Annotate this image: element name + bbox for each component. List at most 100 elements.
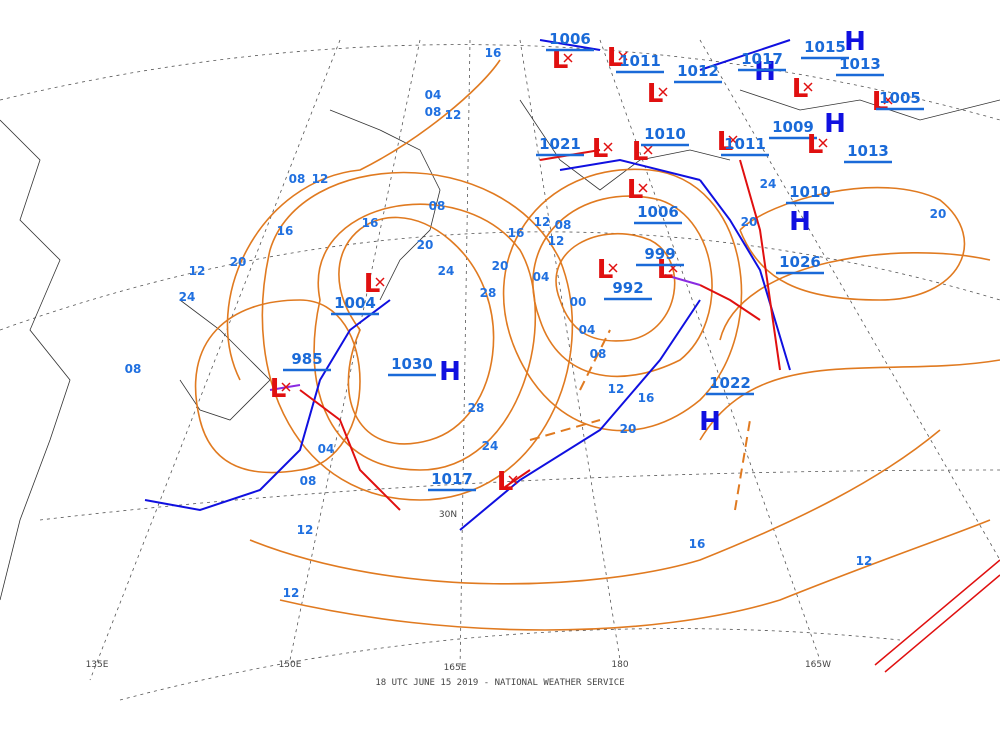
pressure-value: 1026 [779,253,821,271]
isobar-label: 08 [125,362,142,376]
pressure-value: 999 [644,245,675,263]
graticule [0,39,1000,701]
coastlines [0,89,1000,601]
pressure-value: 1022 [709,374,751,392]
isobar-label: 12 [297,523,314,537]
pressure-value: 1011 [619,52,661,70]
pressure-value: 1010 [644,125,686,143]
pressure-value: 1005 [879,89,921,107]
isobar-label: 08 [300,474,317,488]
isobar-label: 00 [570,295,587,309]
low-cross [728,135,738,145]
low-symbol: L [592,134,609,164]
pressure-value: 1009 [772,118,814,136]
pressure-value: 1011 [724,135,766,153]
low-symbol: L [627,175,644,205]
isobar-label: 20 [230,255,247,269]
low-cross [281,382,291,392]
isobar-label: 12 [856,554,873,568]
isobar-label: 16 [638,391,655,405]
isobar-label: 12 [189,264,206,278]
fronts [144,39,791,531]
isobar-label: 16 [362,216,379,230]
isobar-label: 24 [760,177,777,191]
pressure-value: 1004 [334,294,376,312]
isobar-label: 04 [318,442,335,456]
longitude-label: 165W [805,660,831,670]
isobar-label: 24 [438,264,455,278]
low-symbol: L [364,269,381,299]
isobar-label: 12 [312,172,329,186]
pressure-center: H 1009 [769,109,846,140]
isobar-label: 24 [179,290,196,304]
low-cross [643,145,653,155]
isobar-label: 12 [534,215,551,229]
isobar-label: 08 [590,347,607,361]
isobar-label: 08 [429,199,446,213]
longitude-label: 180 [611,660,628,670]
pressure-value: 992 [612,279,643,297]
pressure-value: 1006 [549,30,591,48]
pressure-center: L 1013 [807,130,892,164]
isobar-label: 04 [425,88,442,102]
pressure-value: 1017 [431,470,473,488]
pressure-value: 1012 [677,62,719,80]
low-cross [638,183,648,193]
longitude-label: 135E [86,660,109,670]
footer: 18 UTC JUNE 15 2019 - NATIONAL WEATHER S… [375,678,624,688]
low-symbol: L [607,43,624,73]
isobar-label: 28 [468,401,485,415]
longitude-label: 165E [444,663,467,673]
longitude-label: 150E [279,660,302,670]
low-cross [603,142,613,152]
high-symbol: H [824,109,846,139]
isobar-label: 12 [548,234,565,248]
low-symbol: L [597,255,614,285]
pressure-center: H 1030 [388,355,461,387]
low-symbol: L [717,127,734,157]
pressure-value: 1006 [637,203,679,221]
low-symbol: L [647,79,664,109]
high-symbol: H [439,357,461,387]
high-symbol: H [754,57,776,87]
isobar-label: 20 [492,259,509,273]
isobar-label: 08 [555,218,572,232]
isobar-label: 12 [283,586,300,600]
isobar-label: 08 [289,172,306,186]
pressure-center: H 1026 [776,207,824,275]
pressure-value: 1021 [539,135,581,153]
isobar-label: 16 [277,224,294,238]
isobar-label: 04 [579,323,596,337]
pressure-center: L 1017 [428,467,518,497]
pressure-value: 985 [291,350,322,368]
high-symbol: H [844,27,866,57]
low-cross [508,475,518,485]
low-symbol: L [807,130,824,160]
pressure-value: 1013 [839,55,881,73]
pressure-value: 1010 [789,183,831,201]
isobar-label: 20 [930,207,947,221]
low-cross [803,82,813,92]
low-cross [818,138,828,148]
high-symbol: H [789,207,811,237]
pressure-center: L 1013 [792,55,884,104]
low-symbol: L [552,45,569,75]
isobar-label: 08 [425,105,442,119]
low-cross [608,263,618,273]
isobar-label: 12 [608,382,625,396]
hatched-area [874,559,1000,673]
